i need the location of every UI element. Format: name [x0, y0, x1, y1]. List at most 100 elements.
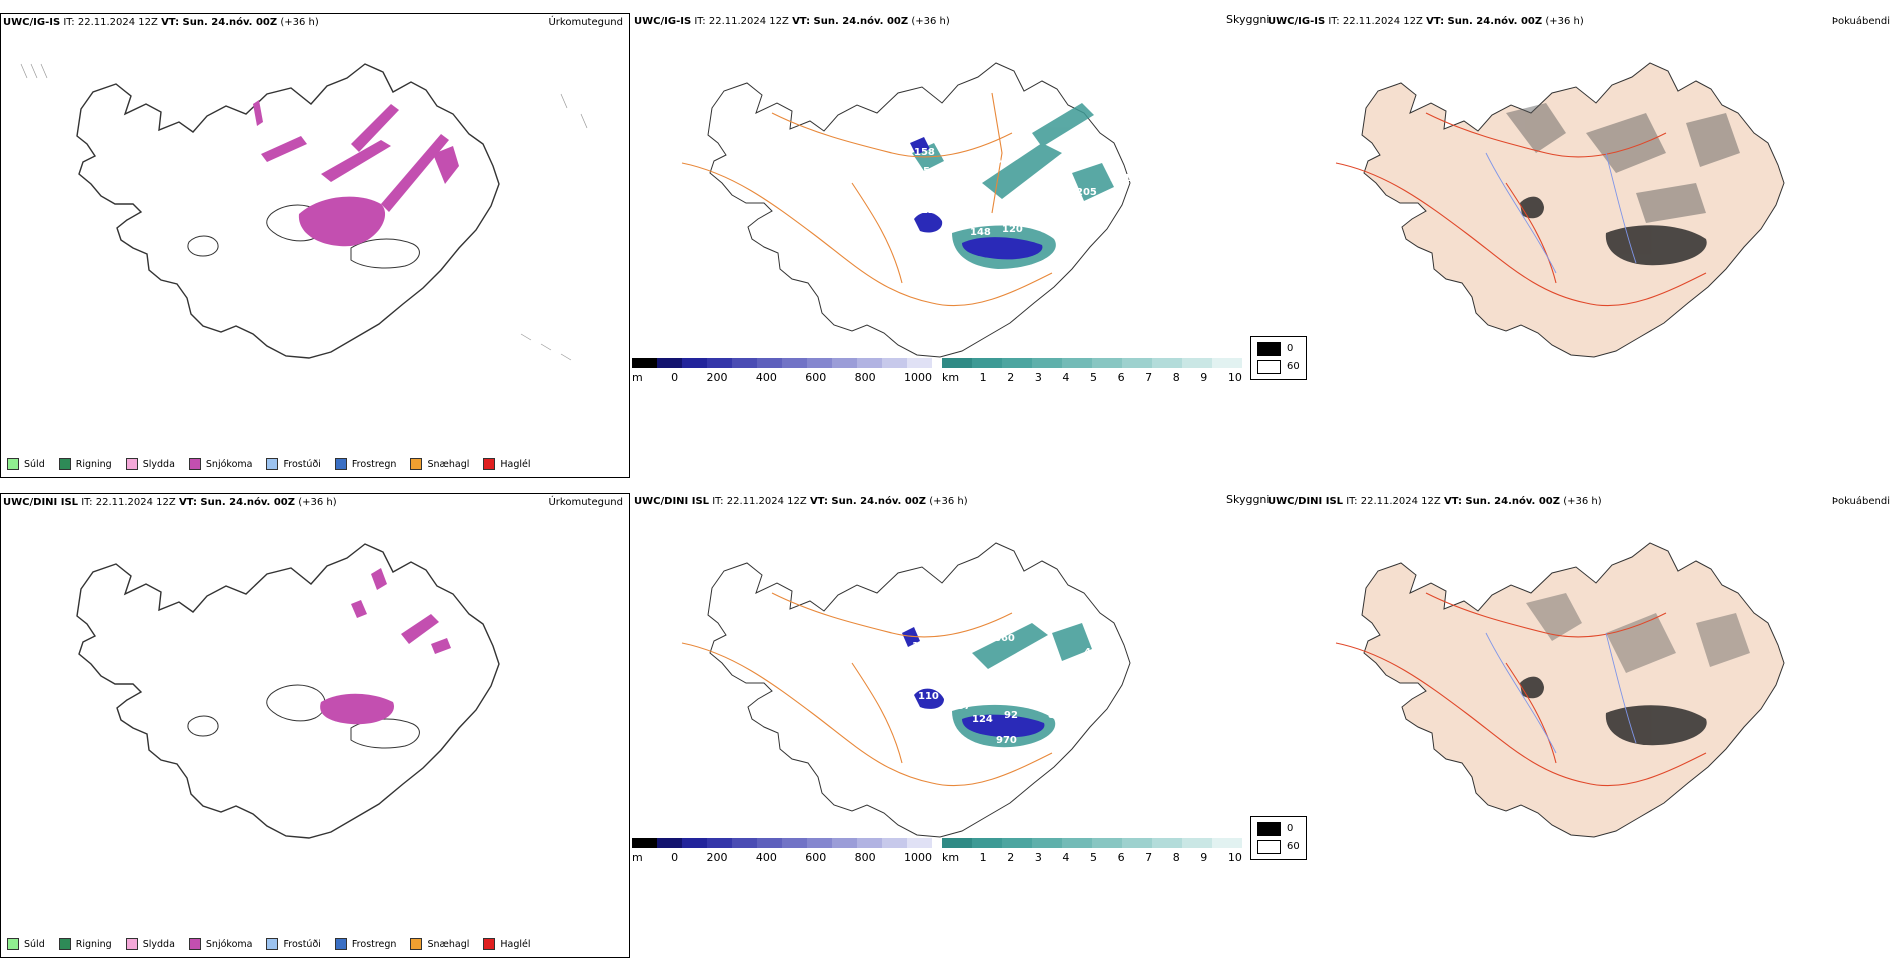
vis-value: 378: [1098, 631, 1119, 642]
vis-value: 148: [970, 227, 991, 238]
vt-label: VT: Sun. 24.nóv. 00Z: [792, 16, 909, 27]
legend-item: Frostregn: [334, 938, 396, 950]
it-label: IT: 22.11.2024 12Z: [694, 16, 789, 27]
model-id: UWC/IG-IS: [3, 17, 61, 28]
vis-scale-km-bar: [942, 358, 1242, 368]
legend-item: Snæhagl: [410, 938, 469, 950]
visibility-map: 130 150 860 437 378 110 187 124 92 82 97…: [681, 542, 1131, 838]
panel-header: UWC/DINI ISL IT: 22.11.2024 12Z VT: Sun.…: [1268, 496, 1892, 510]
model-id: UWC/DINI ISL: [1268, 496, 1344, 507]
precip-legend: Súld Rigning Slydda Snjókoma Frostúði Fr…: [7, 935, 623, 953]
it-label: IT: 22.11.2024 12Z: [712, 496, 807, 507]
vis-value: 110: [918, 691, 939, 702]
legend-item: Rigning: [58, 938, 112, 950]
vis-value: 122: [914, 205, 935, 216]
vis-scale-km: km 1 2 3 4 5 6 7 8 9 10: [942, 358, 1242, 384]
vis-value: 970: [996, 735, 1017, 746]
field-title: Skyggni: [1226, 13, 1270, 26]
fog-tick: 0: [1287, 823, 1294, 834]
panel-header: UWC/IG-IS IT: 22.11.2024 12Z VT: Sun. 24…: [3, 17, 625, 31]
visibility-map: 158 156 2 348 231 241 543 122 205 169 15…: [681, 62, 1131, 358]
vis-value: 241: [1110, 173, 1131, 184]
vis-value: 82: [1048, 710, 1062, 721]
legend-item: Slydda: [125, 458, 175, 470]
it-label: IT: 22.11.2024 12Z: [1346, 496, 1441, 507]
fog-tick: 60: [1287, 841, 1300, 852]
vis-value: 437: [1084, 647, 1105, 658]
model-id: UWC/IG-IS: [634, 16, 692, 27]
legend-item: Snæhagl: [410, 458, 469, 470]
legend-item: Súld: [7, 938, 45, 950]
vis-scale-m-unit: m: [632, 371, 643, 384]
legend-item: Slydda: [125, 938, 175, 950]
fog-panel-row1: UWC/IG-IS IT: 22.11.2024 12Z VT: Sun. 24…: [1250, 13, 1896, 478]
vis-scale-m: m 0 200 400 600 800 1000: [632, 358, 932, 384]
legend-item: Frostúði: [266, 938, 321, 950]
fog-legend: 0 60: [1250, 816, 1307, 860]
vis-scale-m-bar: [632, 838, 932, 848]
vis-value: 92: [1004, 710, 1018, 721]
vis-scale-m-bar: [632, 358, 932, 368]
lead-label: (+36 h): [280, 17, 319, 28]
fog-tick: 0: [1287, 343, 1294, 354]
vt-label: VT: Sun. 24.nóv. 00Z: [161, 17, 278, 28]
vis-value: 860: [994, 633, 1015, 644]
panel-header: UWC/IG-IS IT: 22.11.2024 12Z VT: Sun. 24…: [1268, 16, 1892, 30]
vis-value: 120: [1002, 224, 1023, 235]
vt-label: VT: Sun. 24.nóv. 00Z: [1443, 496, 1561, 507]
vis-value: 187: [950, 701, 971, 712]
legend-item: Snjókoma: [188, 458, 252, 470]
fog-tick: 60: [1287, 361, 1300, 372]
lead-label: (+36 h): [1545, 16, 1584, 27]
visibility-values: 130 150 860 437 378 110 187 124 92 82 97…: [912, 631, 1119, 746]
lead-label: (+36 h): [911, 16, 950, 27]
vt-label: VT: Sun. 24.nóv. 00Z: [178, 497, 296, 508]
vis-scale-m: m 0 200 400 600 800 1000: [632, 838, 932, 864]
it-label: IT: 22.11.2024 12Z: [1328, 16, 1423, 27]
field-title: Skyggni: [1226, 493, 1270, 506]
vis-value: 156: [916, 166, 937, 177]
legend-item: Snjókoma: [188, 938, 252, 950]
vt-label: VT: Sun. 24.nóv. 00Z: [1426, 16, 1543, 27]
panel-header: UWC/IG-IS IT: 22.11.2024 12Z VT: Sun. 24…: [634, 16, 1258, 30]
legend-item: Súld: [7, 458, 45, 470]
fog-panel-row2: UWC/DINI ISL IT: 22.11.2024 12Z VT: Sun.…: [1250, 493, 1896, 958]
panel-header: UWC/DINI ISL IT: 22.11.2024 12Z VT: Sun.…: [3, 497, 625, 511]
vis-value: 543: [1022, 187, 1043, 198]
field-title: Þokuábendi: [1831, 496, 1890, 507]
vis-value: 150: [934, 647, 955, 658]
legend-item: Frostúði: [266, 458, 321, 470]
legend-item: Rigning: [58, 458, 112, 470]
fog-map: [1335, 542, 1785, 838]
precip-legend: Súld Rigning Slydda Snjókoma Frostúði Fr…: [7, 455, 623, 473]
vt-label: VT: Sun. 24.nóv. 00Z: [809, 496, 927, 507]
visibility-panel-row1: UWC/IG-IS IT: 22.11.2024 12Z VT: Sun. 24…: [632, 13, 1269, 478]
vis-value: 130: [912, 641, 933, 652]
vis-value: 205: [1076, 187, 1097, 198]
lead-label: (+36 h): [1563, 496, 1602, 507]
vis-value: 124: [972, 714, 993, 725]
model-id: UWC/DINI ISL: [634, 496, 710, 507]
lead-label: (+36 h): [929, 496, 968, 507]
vis-scale-km-unit: km: [942, 371, 960, 384]
precip-map: [76, 543, 500, 839]
legend-item: Haglél: [483, 458, 531, 470]
vis-value: 158: [914, 147, 935, 158]
model-id: UWC/DINI ISL: [3, 497, 79, 508]
lead-label: (+36 h): [298, 497, 337, 508]
vis-value: 169: [1094, 199, 1115, 210]
vis-scale-km-bar: [942, 838, 1242, 848]
vis-value: 154: [1038, 209, 1059, 220]
fog-map: [1335, 62, 1785, 358]
field-title: Úrkomutegund: [548, 497, 623, 508]
precip-panel-row1: UWC/IG-IS IT: 22.11.2024 12Z VT: Sun. 24…: [0, 13, 630, 478]
legend-item: Haglél: [483, 938, 531, 950]
fog-legend: 0 60: [1250, 336, 1307, 380]
vis-scale-m-unit: m: [632, 851, 643, 864]
vis-value: 231: [1072, 149, 1093, 160]
precip-panel-row2: UWC/DINI ISL IT: 22.11.2024 12Z VT: Sun.…: [0, 493, 630, 958]
vis-value: 2: [918, 177, 925, 188]
field-title: Úrkomutegund: [548, 17, 623, 28]
vis-scale-km: km 1 2 3 4 5 6 7 8 9 10: [942, 838, 1242, 864]
it-label: IT: 22.11.2024 12Z: [81, 497, 176, 508]
